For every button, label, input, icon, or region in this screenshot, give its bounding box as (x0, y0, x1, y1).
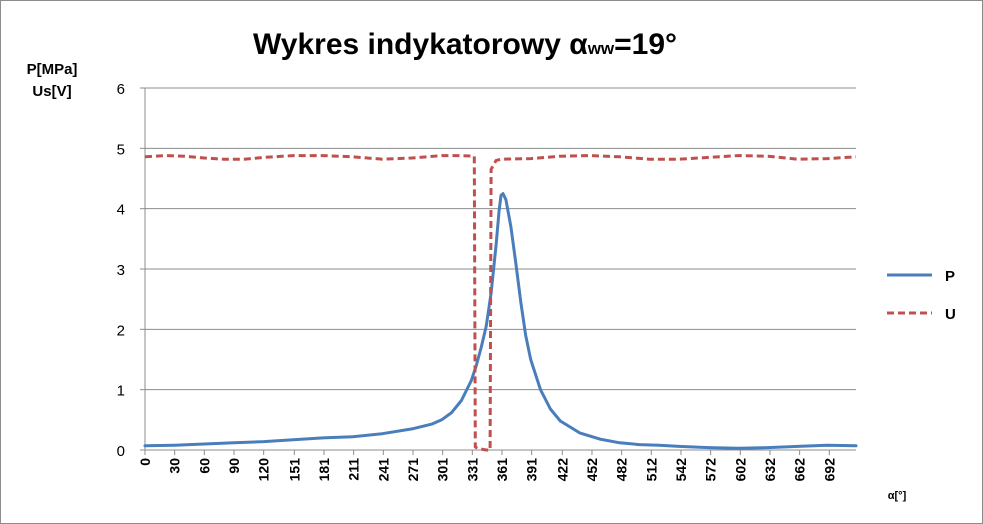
chart-title: Wykres indykatorowy αww=19° (253, 28, 677, 61)
x-tick-labels: 0 30 60 90 120 151 181 211 241 271 301 331 361 391 422… (137, 458, 837, 482)
y-tick-label: 2 (117, 322, 125, 339)
x-tick-label: 602 (732, 458, 748, 482)
series-line-p (143, 192, 858, 450)
y-axis-label-line1: P[MPa] (27, 61, 78, 78)
x-tick-label: 632 (762, 458, 778, 482)
x-tick-label: 662 (792, 458, 808, 482)
y-tick-label: 4 (117, 202, 125, 219)
chart-title-symbol: α (569, 28, 588, 61)
x-tick-label: 512 (643, 458, 659, 482)
axis-layer (140, 87, 856, 455)
series-layer (143, 154, 858, 452)
x-tick-label: 90 (226, 458, 242, 474)
series-line-u (144, 154, 857, 452)
x-tick-label: 391 (524, 458, 540, 482)
y-axis-label-line2: Us[V] (32, 83, 71, 100)
chart-title-suffix: =19° (614, 28, 677, 61)
x-tick-label: 30 (167, 458, 183, 474)
y-tick-label: 1 (117, 383, 125, 400)
chart-title-subscript: ww (587, 39, 615, 58)
x-tick-label: 241 (375, 458, 391, 482)
x-axis-label: α[°] (888, 490, 907, 502)
x-tick-label: 692 (821, 458, 837, 482)
x-tick-label: 60 (196, 458, 212, 474)
x-tick-label: 331 (464, 458, 480, 482)
x-tick-label: 361 (494, 458, 510, 482)
x-tick-label: 452 (584, 458, 600, 482)
grid-layer (145, 87, 856, 391)
legend-label-p: P (945, 268, 955, 285)
x-tick-label: 0 (137, 458, 153, 466)
chart-title-main: Wykres indykatorowy (253, 28, 569, 61)
x-tick-label: 151 (286, 458, 302, 482)
x-tick-label: 271 (405, 458, 421, 482)
y-tick-label: 6 (117, 81, 125, 98)
x-tick-label: 181 (316, 458, 332, 482)
x-tick-label: 120 (256, 458, 272, 482)
x-tick-label: 301 (435, 458, 451, 482)
y-tick-label: 0 (117, 443, 125, 460)
y-tick-label: 3 (117, 262, 125, 279)
x-tick-label: 542 (673, 458, 689, 482)
legend-label-u: U (945, 306, 956, 323)
y-tick-labels: 0 1 2 3 4 5 6 (117, 81, 125, 460)
x-tick-label: 422 (554, 458, 570, 482)
x-tick-label: 572 (703, 458, 719, 482)
y-tick-label: 5 (117, 141, 125, 158)
x-tick-label: 482 (614, 458, 630, 482)
x-tick-label: 211 (346, 458, 362, 481)
legend: PU (887, 268, 956, 323)
